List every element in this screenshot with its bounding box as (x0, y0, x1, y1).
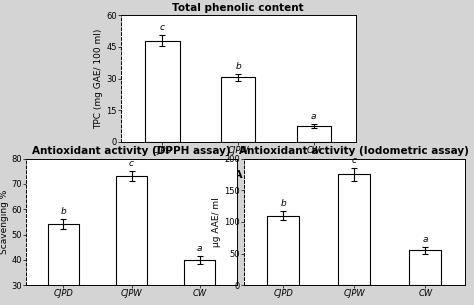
Bar (338, 174, 370, 285)
Bar (116, 176, 147, 305)
Text: a: a (423, 235, 428, 244)
Text: c: c (129, 159, 134, 168)
Title: Antioxidant activity (Iodometric assay): Antioxidant activity (Iodometric assay) (239, 146, 469, 156)
Bar (221, 77, 255, 142)
Bar (297, 126, 331, 142)
Text: c: c (160, 23, 165, 32)
Bar (410, 250, 441, 285)
Title: Total phenolic content: Total phenolic content (173, 3, 304, 13)
Title: Antioxidant activity (DPPH assay): Antioxidant activity (DPPH assay) (32, 146, 231, 156)
Y-axis label: µg AAE/ ml: µg AAE/ ml (212, 197, 221, 247)
Text: a: a (197, 244, 202, 253)
Text: b: b (280, 199, 286, 208)
Bar (146, 41, 180, 142)
Text: A: A (234, 170, 243, 180)
Text: b: b (61, 207, 66, 216)
Bar (267, 216, 299, 285)
Text: b: b (235, 62, 241, 71)
Bar (48, 224, 79, 305)
Bar (184, 260, 215, 305)
Y-axis label: TPC (mg GAE/ 100 ml): TPC (mg GAE/ 100 ml) (94, 28, 103, 129)
Text: c: c (352, 156, 357, 165)
Text: a: a (311, 112, 317, 121)
Y-axis label: Scavenging %: Scavenging % (0, 190, 9, 254)
